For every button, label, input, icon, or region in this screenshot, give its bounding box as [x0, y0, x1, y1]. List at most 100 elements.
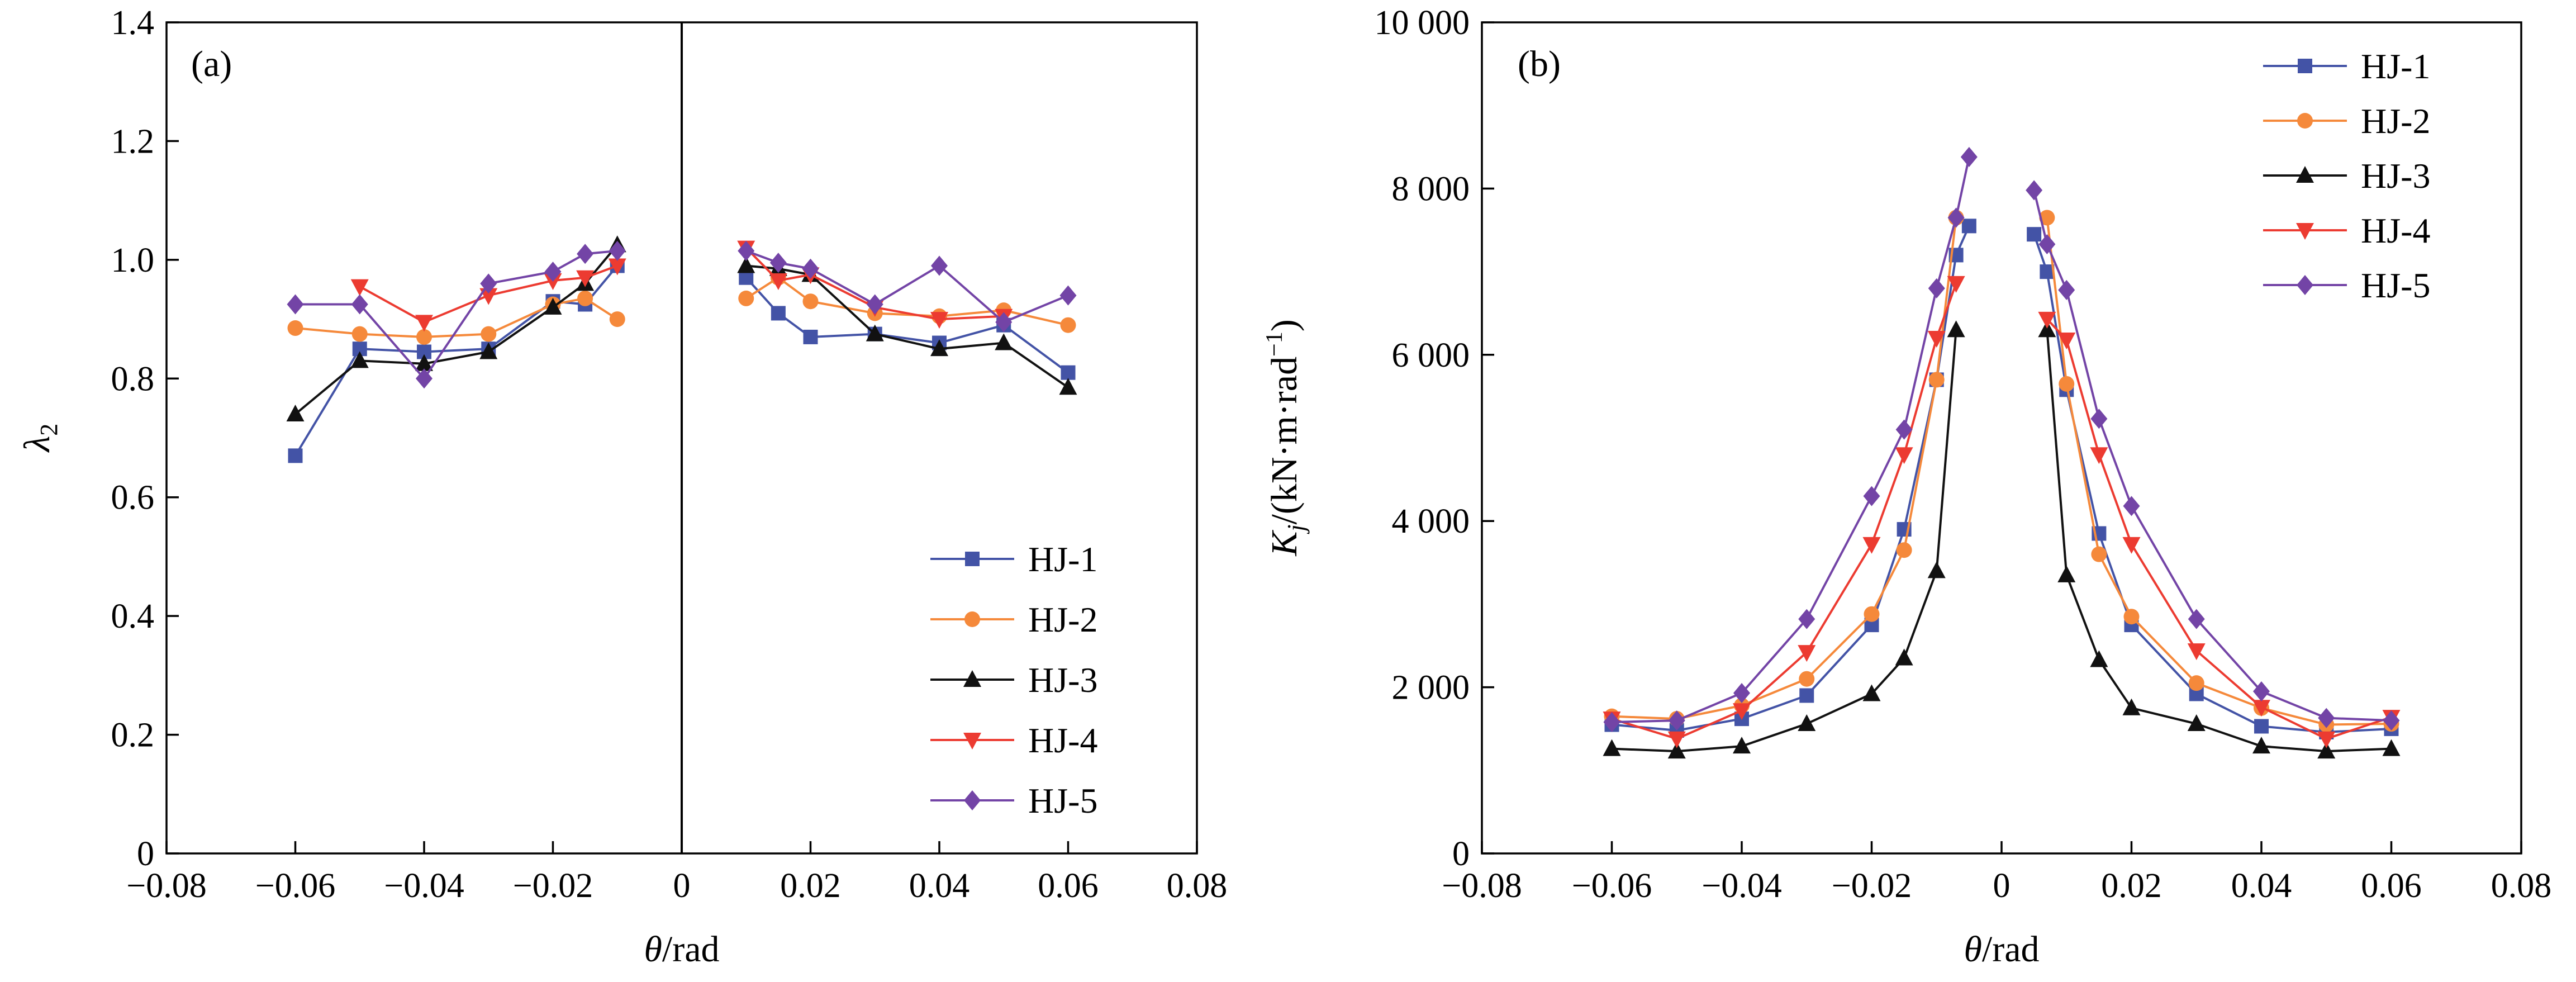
panel-b-hj-5-point	[2383, 710, 2400, 731]
panel-a-legend-marker-hj-4	[963, 733, 981, 749]
panel-b-hj-1-point	[2027, 227, 2042, 242]
panel-a-x-tick-label: 0.02	[780, 867, 841, 905]
panel-b-x-var: θ	[1964, 929, 1981, 970]
panel-a-hj-4-point	[930, 312, 948, 329]
panel-b-hj-3-point	[1733, 737, 1751, 754]
panel-b-y-sup: −1	[1262, 331, 1287, 357]
panel-b-hj-5-point	[1928, 278, 1945, 298]
panel-b-hj-3-point	[1947, 320, 1965, 338]
panel-b-series-hj-4	[1603, 276, 2401, 748]
panel-b-hj-4-line	[1611, 283, 1957, 740]
panel-b-hj-3-point	[1798, 714, 1816, 732]
panel-b-hj-4-point	[1667, 731, 1686, 748]
panel-b-hj-2-point	[1864, 606, 1880, 622]
panel-a-hj-1-point	[1061, 365, 1076, 380]
panel-a-hj-5-point	[931, 255, 948, 276]
panel-b-hj-2-point	[2059, 376, 2075, 392]
panel-b-x-axis: −0.08 −0.06 −0.04 −0.02 0 0.02 0.04 0.06 0.08	[1442, 841, 2551, 905]
panel-b-hj-4-point	[1862, 537, 1881, 554]
panel-a-hj-5-point	[1059, 285, 1077, 306]
panel-b-x-tick-label: −0.06	[1572, 867, 1652, 905]
panel-b-hj-3-point	[2122, 698, 2141, 715]
panel-a-hj-5-point	[738, 240, 755, 261]
panel-a-hj-5-point	[769, 253, 787, 273]
panel-b-hj-5-point	[2038, 234, 2056, 255]
panel-b-hj-1-point	[1961, 219, 1976, 234]
panel-a-x-tick-label: −0.04	[384, 867, 464, 905]
panel-b-hj-5-point	[1895, 419, 1913, 440]
panel-a-y-axis-title: λ2	[17, 424, 63, 453]
panel-b-hj-5-point	[2026, 180, 2043, 201]
panel-a-hj-3-point	[930, 339, 948, 357]
panel-a-hj-5-point	[609, 240, 626, 261]
panel-b-chart: −0.08 −0.06 −0.04 −0.02 0 0.02 0.04 0.06 0.08 0 2…	[1262, 4, 2551, 970]
panel-a-y-sub: 2	[35, 424, 63, 436]
panel-b-legend-label-hj-3: HJ-3	[2361, 156, 2430, 196]
panel-b-legend-marker-hj-5	[2297, 275, 2313, 295]
panel-a-hj-3-point	[995, 333, 1013, 350]
panel-b-hj-4-line	[2046, 318, 2392, 740]
panel-b-hj-4-point	[1798, 645, 1816, 662]
panel-b-hj-3-point	[2090, 650, 2108, 667]
panel-a-hj-2-point	[802, 293, 819, 310]
panel-b-x-tick-label: 0	[1993, 867, 2011, 905]
panel-b-hj-4-point	[2122, 537, 2141, 554]
panel-b-hj-1-point	[2254, 719, 2269, 734]
panel-a-hj-5-point	[866, 294, 883, 315]
panel-b-hj-3-point	[1927, 561, 1946, 578]
panel-a-hj-5-point	[995, 312, 1013, 333]
panel-b-hj-5-point	[2188, 609, 2205, 629]
panel-b-legend: HJ-1 HJ-2 HJ-3 HJ-4 HJ-5	[2263, 46, 2430, 305]
panel-b-hj-1-line	[2033, 234, 2392, 733]
panel-b-y-tick-label: 10 000	[1375, 4, 1470, 42]
panel-b-hj-5-point	[2123, 496, 2140, 516]
panel-a-hj-3-point	[544, 297, 562, 315]
panel-b-y-tick-label: 6 000	[1392, 336, 1470, 374]
panel-a-hj-5-line	[745, 250, 1069, 324]
panel-b-x-tick-label: 0.02	[2101, 867, 2162, 905]
panel-b-hj-2-point	[1928, 372, 1945, 388]
panel-b-hj-5-point	[1668, 710, 1685, 731]
panel-a-hj-3-point	[415, 354, 433, 371]
panel-b-series-hj-3	[1603, 320, 2401, 759]
panel-a-hj-3-point	[479, 342, 498, 359]
panel-b-label: (b)	[1518, 44, 1561, 84]
panel-b-hj-1-line	[1612, 225, 1970, 732]
panel-a-x-tick-label: −0.06	[255, 867, 335, 905]
panel-a-x-tick-label: 0.06	[1038, 867, 1099, 905]
panel-b-hj-1-point	[1799, 688, 1814, 703]
panel-b-hj-3-point	[1862, 684, 1881, 701]
panel-a-x-unit: /rad	[662, 929, 720, 970]
panel-b-hj-4-point	[2187, 643, 2206, 661]
panel-a-x-axis: −0.08 −0.06 −0.04 −0.02 0 0.02 0.04 0.06 0.08	[126, 22, 1227, 905]
panel-b-legend-marker-hj-3	[2296, 166, 2314, 183]
panel-a-x-var: θ	[644, 929, 662, 970]
panel-b-legend-label-hj-2: HJ-2	[2361, 101, 2430, 141]
panel-a-legend-marker-hj-3	[963, 670, 981, 687]
panel-b-hj-5-point	[1603, 712, 1620, 733]
panel-a-legend-marker-hj-2	[964, 611, 980, 627]
panel-b-hj-4-point	[1895, 447, 1913, 464]
panel-b-hj-4-point	[1733, 703, 1751, 720]
panel-b-hj-2-point	[2123, 609, 2140, 625]
panel-b-hj-4-point	[2057, 333, 2076, 350]
panel-b-hj-2-point	[2188, 675, 2204, 691]
panel-b-hj-5-point	[1947, 207, 1965, 228]
panel-b-x-tick-label: 0.06	[2361, 867, 2422, 905]
panel-b-hj-2-point	[2039, 210, 2055, 226]
panel-b-series-hj-1	[1604, 219, 2399, 739]
panel-a-hj-3-point	[1059, 378, 1077, 395]
panel-b-hj-4-point	[2090, 447, 2108, 464]
panel-b-hj-3-point	[2382, 739, 2401, 756]
panel-b-y-tick-label: 8 000	[1392, 170, 1470, 208]
panel-a-hj-2-point	[1060, 317, 1076, 333]
panel-b-y-tick-label: 4 000	[1392, 502, 1470, 540]
panel-b-hj-2-line	[2046, 217, 2392, 726]
panel-a-hj-2-point	[609, 311, 625, 328]
panel-b-hj-2-point	[1799, 671, 1815, 687]
panel-b-hj-3-point	[1667, 742, 1686, 759]
panel-b-hj-2-point	[1896, 542, 1912, 558]
panel-a-hj-3-point	[350, 351, 369, 368]
panel-a-hj-5-point	[416, 368, 432, 389]
